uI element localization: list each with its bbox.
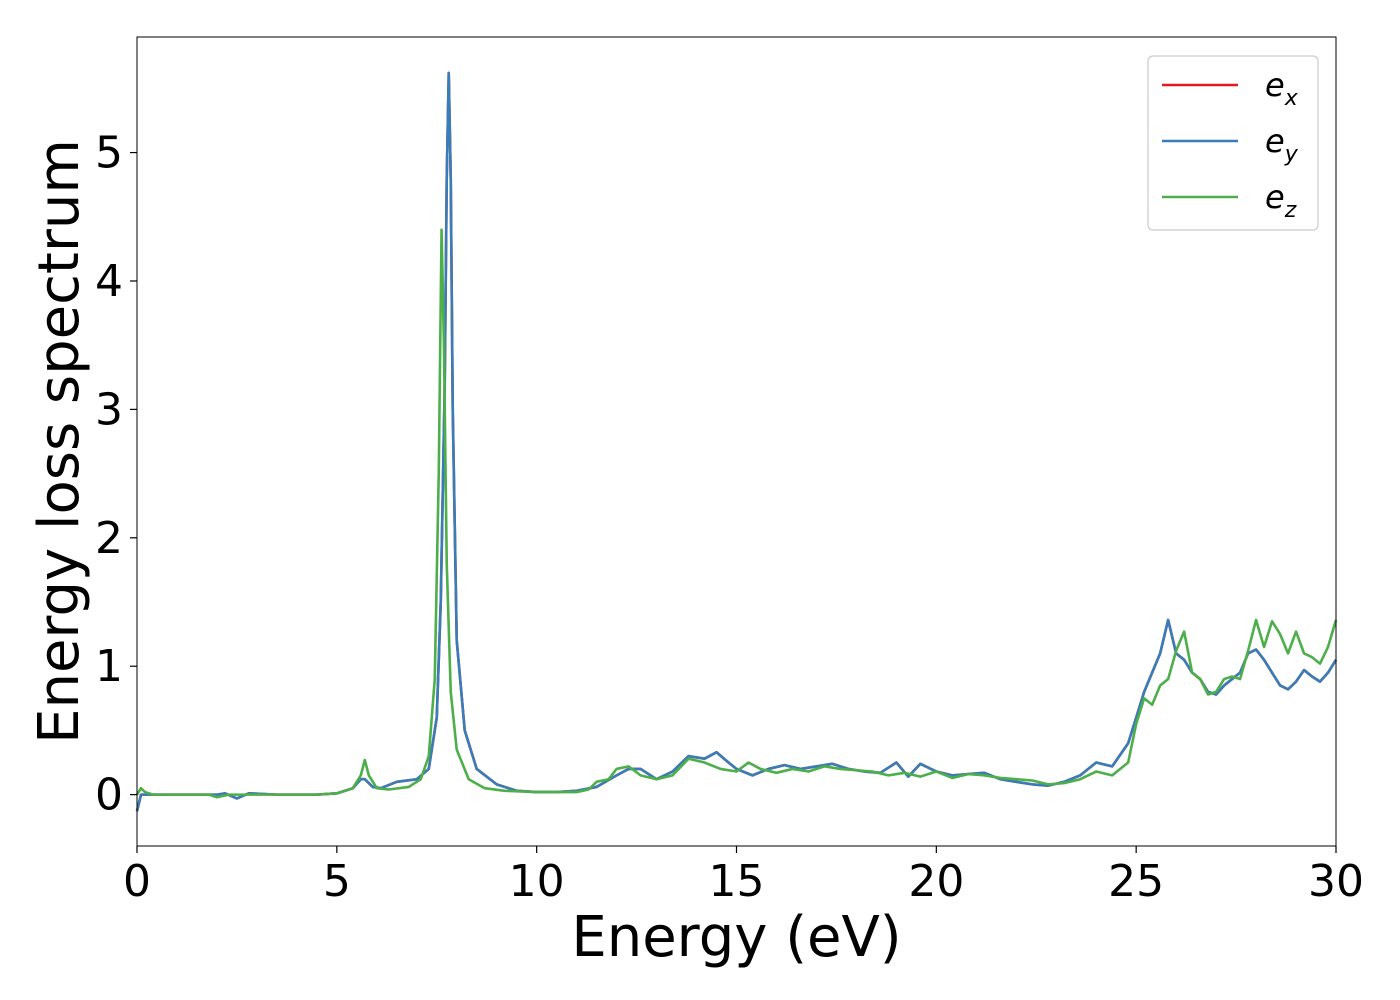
y-tick-label: 3 [95,384,123,435]
x-tick-label: 0 [123,856,151,907]
x-tick-label: 25 [1108,856,1164,907]
x-tick-label: 20 [908,856,964,907]
series-layer [135,71,1338,812]
legend-label-x: ex [1265,66,1299,111]
x-tick-label: 10 [509,856,565,907]
x-tick-label: 30 [1308,856,1364,907]
x-tick-label: 15 [709,856,765,907]
legend: ex ey ez [1147,55,1319,231]
y-tick-label: 2 [95,513,123,564]
y-axis-ticks: 0 1 2 3 4 5 [95,128,137,821]
y-tick-label: 4 [95,256,123,307]
legend-box [1147,55,1319,231]
x-axis-ticks: 0 5 10 15 20 25 30 [123,846,1364,907]
y-axis-label: Energy loss spectrum [27,139,92,744]
legend-label-z: ez [1265,178,1297,223]
x-tick-label: 5 [323,856,351,907]
y-tick-label: 0 [95,770,123,821]
y-tick-label: 1 [95,641,123,692]
series-line-z [135,228,1338,799]
legend-label-y: ey [1265,122,1299,167]
y-tick-label: 5 [95,128,123,179]
x-axis-label: Energy (eV) [571,905,901,970]
